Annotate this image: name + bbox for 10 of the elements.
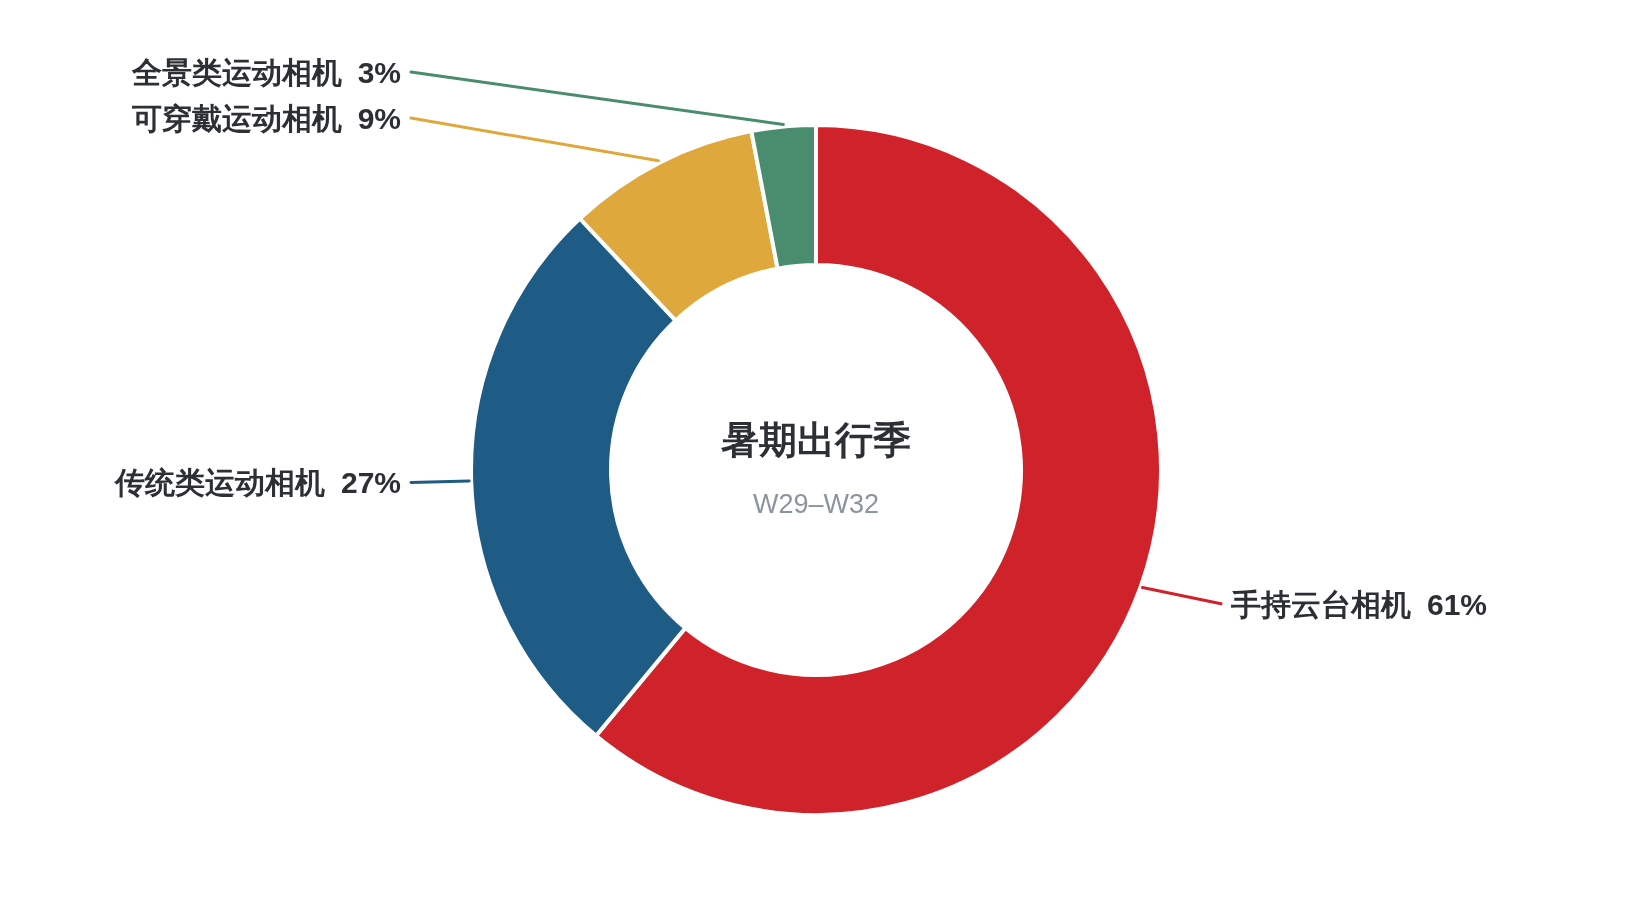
data-label: 9% [357,101,401,135]
text: W29–W32 [752,489,880,519]
slice-label: 可穿戴运动相机 [130,101,342,135]
data-label: 3% [357,55,401,89]
data-label: 27% [340,465,401,499]
slice-label: 全景类运动相机 [130,55,342,89]
data-label: 61% [1427,587,1488,621]
text: 暑期出行季 [720,419,911,461]
slice-label: 传统类运动相机 [113,465,325,499]
slice-label: 手持云台相机 [1230,587,1411,621]
